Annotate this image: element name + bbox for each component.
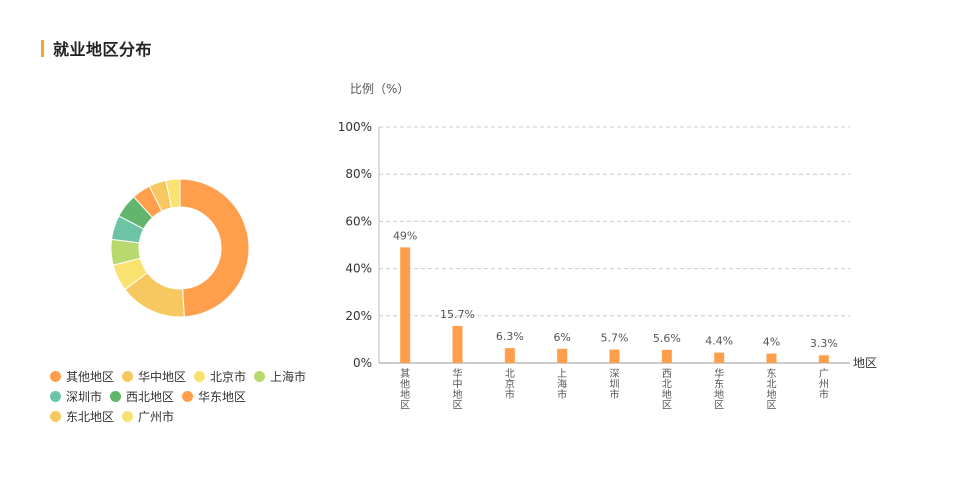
legend-color-dot [122,370,134,382]
x-tick-label: 西北地区 [662,369,672,412]
y-tick-label: 20% [345,309,372,323]
x-tick-label: 上海市 [557,368,567,401]
bar[interactable] [609,349,620,363]
legend-item[interactable]: 北京市 [194,368,246,385]
legend-item[interactable]: 广州市 [122,408,174,425]
legend-label: 深圳市 [66,389,103,404]
legend-label: 广州市 [138,409,175,424]
donut-legend: 其他地区 华中地区 北京市 上海市深圳市 西北地区 华东地区东北地区 广州市 [50,366,340,426]
y-tick-label: 60% [345,214,372,228]
bar-data-label: 15.7% [440,308,475,321]
legend-item[interactable]: 华东地区 [182,388,246,405]
legend-item[interactable]: 西北地区 [110,388,174,405]
x-tick-label: 华东地区 [714,367,724,412]
y-axis-title: 比例（%） [350,82,409,96]
x-axis-title: 地区 [853,356,877,370]
x-tick-label: 华中地区 [453,367,463,412]
bar[interactable] [504,348,515,363]
bar[interactable] [818,355,829,363]
section-title: 就业地区分布 [53,40,153,59]
legend-color-dot [194,370,206,382]
legend-color-dot [254,370,266,382]
x-tick-label: 其他地区 [400,368,410,412]
legend-label: 东北地区 [66,409,115,424]
bar-data-label: 4% [763,336,780,349]
x-tick-label: 北京市 [505,368,515,401]
bar[interactable] [557,348,568,363]
legend-color-dot [50,390,61,402]
bar-data-label: 4.4% [705,335,733,348]
y-tick-label: 80% [345,167,372,181]
x-tick-label: 广州市 [819,368,829,401]
legend-item[interactable]: 上海市 [254,368,306,385]
bar-data-label: 3.3% [810,337,838,350]
x-tick-label: 深圳市 [610,368,620,401]
legend-row: 其他地区 华中地区 北京市 上海市 [50,366,340,386]
donut-slice-1[interactable] [179,178,250,318]
legend-label: 其他地区 [66,369,115,384]
bar-data-label: 6% [553,331,570,344]
legend-row: 深圳市 西北地区 华东地区 [50,386,340,406]
bar[interactable] [452,325,463,363]
bar-data-label: 5.7% [601,332,629,345]
y-tick-label: 0% [353,356,372,370]
legend-label: 华中地区 [138,369,187,384]
bar-data-label: 6.3% [496,330,524,343]
legend-color-dot [50,370,61,382]
donut-chart [110,178,250,318]
title-accent-bar [41,39,44,57]
bar-data-label: 5.6% [653,332,681,345]
bar[interactable] [766,353,777,363]
bar-chart: 比例（%） 0% 20% 40% 60% 80% 100% 地区 49% 其他地区 15.7% 华中地… [338,82,877,412]
legend-row: 东北地区 广州市 [50,406,340,426]
bar[interactable] [714,352,725,363]
legend-item[interactable]: 东北地区 [50,408,114,425]
bar[interactable] [400,247,411,363]
legend-color-dot [122,410,134,422]
legend-label: 华东地区 [198,389,247,404]
bar-data-label: 49% [393,229,417,242]
legend-label: 北京市 [210,369,247,384]
legend-color-dot [50,410,61,422]
donut-slice-9[interactable] [165,178,181,209]
legend-item[interactable]: 深圳市 [50,388,102,405]
legend-item[interactable]: 华中地区 [122,368,186,385]
legend-label: 西北地区 [126,389,175,404]
legend-color-dot [110,390,122,402]
legend-color-dot [182,390,194,402]
y-tick-label: 40% [345,262,372,276]
bar[interactable] [661,349,672,363]
x-tick-label: 东北地区 [767,367,777,412]
y-tick-label: 100% [338,120,372,134]
legend-label: 上海市 [270,369,307,384]
legend-item[interactable]: 其他地区 [50,368,114,385]
section-header: 就业地区分布 [41,38,153,59]
